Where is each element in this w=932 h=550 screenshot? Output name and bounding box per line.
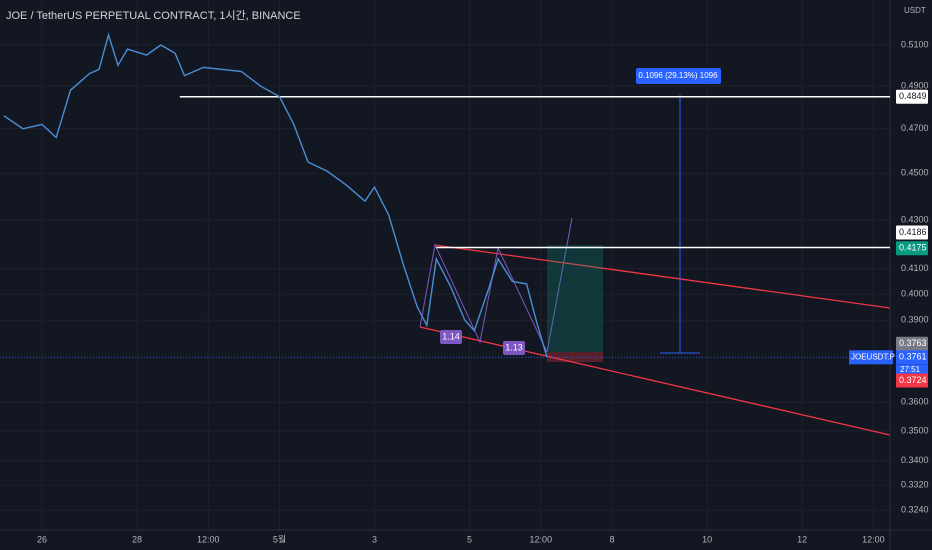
x-tick-label: 12:00 bbox=[197, 534, 220, 544]
pattern bbox=[419, 243, 548, 353]
measure-label: 0.1096 (29.13%) 1096 bbox=[638, 71, 718, 80]
y-tick-label: 0.3240 bbox=[901, 505, 929, 515]
price-tag bbox=[896, 241, 928, 256]
measure-box bbox=[636, 68, 721, 84]
y-tick-label: 0.4100 bbox=[901, 263, 929, 273]
price-tag bbox=[896, 89, 928, 104]
pattern-label: 1.14 bbox=[442, 331, 460, 341]
y-tick-label: 0.3600 bbox=[901, 397, 929, 407]
price-tag-label: 0.3724 bbox=[899, 375, 927, 385]
price-tag-label: 0.4849 bbox=[899, 91, 927, 101]
price-tag-label: 0.4175 bbox=[899, 243, 927, 253]
y-tick-label: 0.3500 bbox=[901, 425, 929, 435]
price-tag-label: 0.3763 bbox=[899, 338, 927, 348]
symbol-tag bbox=[849, 350, 893, 365]
price-tag-label: 0.3761 bbox=[899, 352, 927, 362]
chart-title: JOE / TetherUS PERPETUAL CONTRACT, 1시간, … bbox=[6, 9, 301, 22]
y-tick-label: 0.4500 bbox=[901, 168, 929, 178]
y-tick-label: 0.3900 bbox=[901, 314, 929, 324]
pattern-box bbox=[503, 341, 525, 355]
stop-zone bbox=[547, 352, 603, 362]
x-tick-label: 26 bbox=[37, 534, 47, 544]
x-tick-label: 8 bbox=[610, 534, 615, 544]
price-tag bbox=[896, 225, 928, 240]
channel-upper bbox=[434, 244, 891, 309]
pattern-box bbox=[440, 330, 462, 344]
target-zone bbox=[547, 245, 603, 352]
countdown: 27:51 bbox=[900, 365, 921, 374]
price-line bbox=[3, 32, 548, 358]
grid bbox=[0, 0, 890, 530]
x-tick-label: 5 bbox=[467, 534, 472, 544]
currency: USDT bbox=[904, 6, 926, 15]
price-tag bbox=[896, 350, 928, 365]
x-tick-label: 12:00 bbox=[862, 534, 885, 544]
x-tick-label: 5월 bbox=[273, 533, 286, 544]
x-tick-label: 3 bbox=[372, 534, 377, 544]
y-tick-label: 0.5100 bbox=[901, 39, 929, 49]
x-tick-label: 28 bbox=[132, 534, 142, 544]
projection bbox=[546, 217, 573, 353]
price-tag bbox=[896, 336, 928, 351]
price-tag-label: 0.4186 bbox=[899, 227, 927, 237]
y-tick-label: 0.4300 bbox=[901, 214, 929, 224]
x-tick-label: 12:00 bbox=[530, 534, 553, 544]
price-tag bbox=[896, 373, 928, 388]
pattern-label: 1.13 bbox=[505, 342, 523, 352]
countdown-box bbox=[896, 364, 928, 376]
symbol-tag-label: JOEUSDT.P bbox=[851, 352, 895, 361]
y-tick-label: 0.4700 bbox=[901, 123, 929, 133]
x-tick-label: 12 bbox=[797, 534, 807, 544]
y-tick-label: 0.4900 bbox=[901, 80, 929, 90]
x-tick-label: 10 bbox=[702, 534, 712, 544]
y-tick-label: 0.3400 bbox=[901, 455, 929, 465]
channel-lower bbox=[419, 326, 891, 436]
y-tick-label: 0.3320 bbox=[901, 480, 929, 490]
y-tick-label: 0.4000 bbox=[901, 289, 929, 299]
